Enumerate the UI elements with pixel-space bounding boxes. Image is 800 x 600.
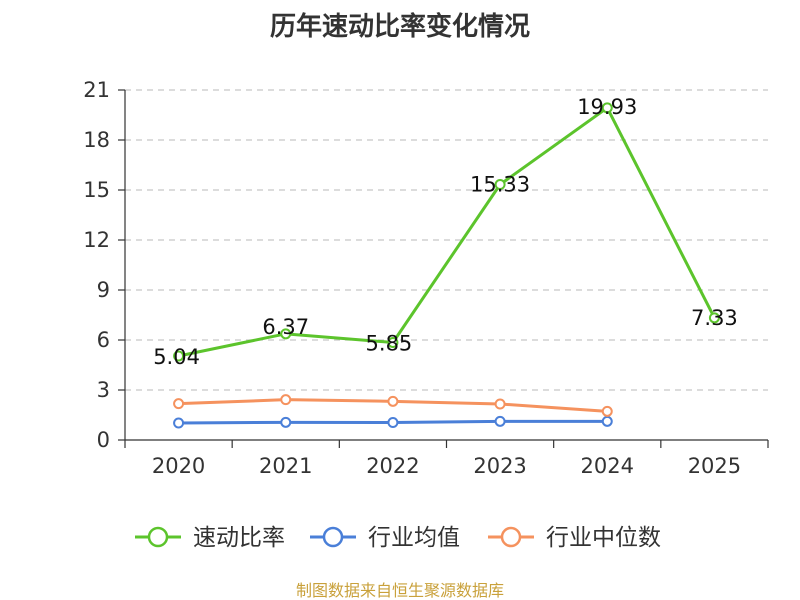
- x-tick-label-2023: 2023: [473, 454, 526, 478]
- y-tick-label-12: 12: [83, 228, 110, 252]
- point-s1-2023: [494, 415, 506, 427]
- series-layer: [173, 102, 720, 429]
- data-label-2024: 19.93: [577, 95, 637, 119]
- point-s0-2023: [494, 179, 506, 190]
- legend: 速动比率 行业均值 行业中位数: [135, 525, 661, 551]
- point-s0-2021: [280, 328, 292, 340]
- y-tick-label-9: 9: [97, 278, 110, 302]
- y-tick-label-18: 18: [83, 128, 110, 152]
- legend-marker-2: [500, 526, 522, 548]
- point-s2-2021: [280, 394, 292, 406]
- axes: 0 3 6 9 12 15 18 21 2020 2021 2022 2023 2024 2025: [83, 78, 769, 478]
- legend-item-0: 速动比率: [135, 525, 285, 551]
- data-label-2025: 7.33: [691, 306, 738, 330]
- data-label-2023: 15.33: [470, 173, 530, 197]
- legend-item-2: 行业中位数: [488, 525, 661, 551]
- y-tick-label-3: 3: [97, 378, 110, 402]
- legend-label-2: 行业中位数: [546, 525, 661, 551]
- y-tick-label-0: 0: [97, 428, 110, 452]
- y-tick-label-6: 6: [97, 328, 110, 352]
- point-s2-2022: [387, 395, 399, 407]
- source-note: 制图数据来自恒生聚源数据库: [296, 581, 504, 600]
- legend-label-0: 速动比率: [193, 525, 285, 551]
- point-s0-2020: [173, 350, 185, 362]
- point-s0-2025: [708, 312, 720, 324]
- legend-item-1: 行业均值: [310, 525, 460, 551]
- data-label-2020: 5.04: [153, 345, 200, 369]
- legend-marker-1: [322, 526, 344, 548]
- legend-marker-0: [147, 526, 169, 548]
- x-tick-label-2020: 2020: [152, 454, 205, 478]
- point-s2-2020: [173, 398, 185, 410]
- grid-lines: [125, 89, 768, 391]
- point-s0-2024: [601, 102, 613, 114]
- point-s1-2020: [173, 417, 185, 429]
- legend-label-1: 行业均值: [368, 525, 460, 551]
- data-labels: 5.04 6.37 5.85 15.33 19.93 7.33: [153, 95, 738, 369]
- data-label-2022: 5.85: [366, 332, 413, 356]
- point-s1-2022: [387, 417, 399, 428]
- y-tick-label-21: 21: [83, 78, 110, 102]
- point-s2-2023: [494, 398, 506, 410]
- y-tick-label-15: 15: [83, 178, 110, 202]
- point-s2-2024: [601, 405, 613, 417]
- chart-title: 历年速动比率变化情况: [270, 11, 530, 42]
- point-s1-2024: [601, 415, 613, 427]
- x-tick-label-2025: 2025: [688, 454, 741, 478]
- point-s0-2022: [387, 337, 399, 348]
- x-tick-label-2021: 2021: [259, 454, 312, 478]
- point-s1-2021: [280, 416, 292, 428]
- series-line-0: [178, 106, 716, 358]
- x-tick-label-2024: 2024: [581, 454, 634, 478]
- data-label-2021: 6.37: [262, 315, 309, 339]
- x-tick-label-2022: 2022: [366, 454, 419, 478]
